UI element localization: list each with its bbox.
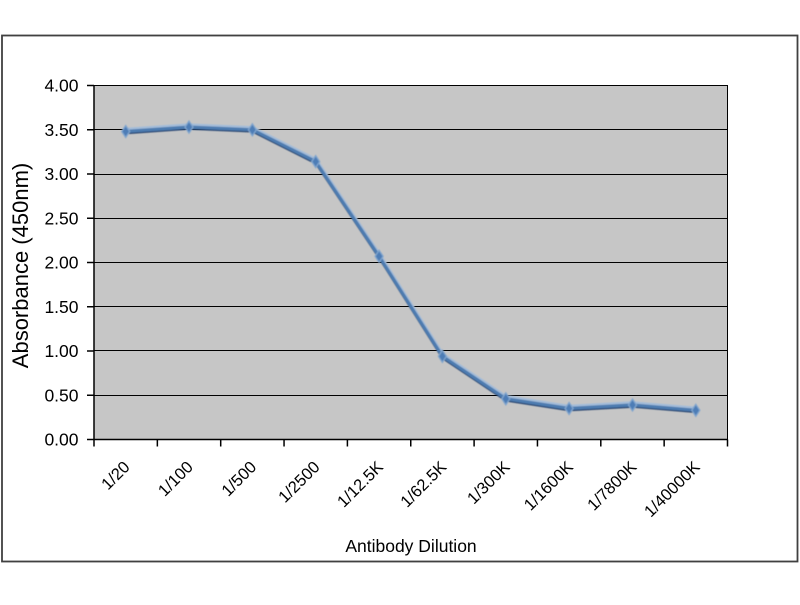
svg-text:1.50: 1.50 [44,297,78,317]
svg-text:2.00: 2.00 [44,253,78,273]
svg-text:3.50: 3.50 [44,120,78,140]
svg-text:2.50: 2.50 [44,208,78,228]
svg-text:0.50: 0.50 [44,385,78,405]
svg-text:4.00: 4.00 [44,76,78,96]
svg-text:Absorbance (450nm): Absorbance (450nm) [8,163,33,368]
svg-text:0.00: 0.00 [44,430,78,450]
svg-text:1.00: 1.00 [44,341,78,361]
svg-text:Antibody Dilution: Antibody Dilution [345,536,476,556]
svg-text:3.00: 3.00 [44,164,78,184]
